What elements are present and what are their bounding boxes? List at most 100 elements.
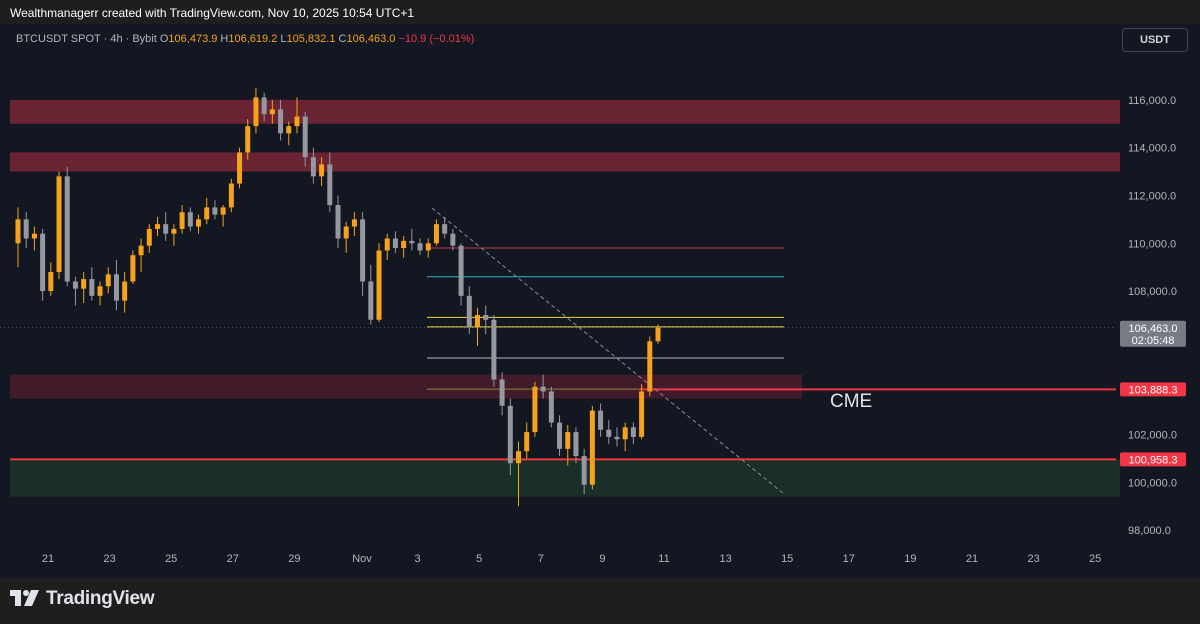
candle[interactable] xyxy=(466,286,472,335)
candle[interactable] xyxy=(122,271,128,313)
candle[interactable] xyxy=(40,228,46,301)
candle[interactable] xyxy=(483,305,489,335)
candle[interactable] xyxy=(31,226,37,251)
candle[interactable] xyxy=(647,336,653,397)
candle[interactable] xyxy=(540,374,546,399)
price-axis-label[interactable]: 103,888.3 xyxy=(1120,382,1186,397)
price-zone[interactable] xyxy=(10,459,1120,497)
close-value: 106,463.0 xyxy=(346,33,396,45)
candle[interactable] xyxy=(294,97,300,134)
candle[interactable] xyxy=(163,212,169,241)
candle[interactable] xyxy=(138,238,144,272)
candle[interactable] xyxy=(458,243,464,306)
candle[interactable] xyxy=(64,166,70,287)
candle[interactable] xyxy=(360,212,366,296)
candle[interactable] xyxy=(343,221,349,253)
candle[interactable] xyxy=(499,372,505,416)
trend-line[interactable] xyxy=(431,207,785,495)
candle[interactable] xyxy=(261,92,267,122)
candle-body xyxy=(146,228,152,246)
candle[interactable] xyxy=(154,216,160,237)
candle[interactable] xyxy=(639,384,645,440)
price-label-text: 103,888.3 xyxy=(1129,384,1178,396)
candle[interactable] xyxy=(425,238,431,258)
candle[interactable] xyxy=(97,281,103,306)
candle[interactable] xyxy=(409,228,415,251)
candle[interactable] xyxy=(48,262,54,296)
candle[interactable] xyxy=(614,427,620,447)
candle[interactable] xyxy=(81,271,87,304)
candle[interactable] xyxy=(113,260,119,311)
candle[interactable] xyxy=(245,118,251,160)
candle[interactable] xyxy=(212,200,218,220)
price-zone[interactable] xyxy=(10,374,802,399)
candle[interactable] xyxy=(286,121,292,146)
price-zone[interactable] xyxy=(10,152,1120,172)
candle[interactable] xyxy=(253,87,259,134)
currency-button[interactable]: USDT xyxy=(1122,28,1188,52)
candle[interactable] xyxy=(228,178,234,213)
candle[interactable] xyxy=(392,231,398,253)
candle[interactable] xyxy=(655,324,661,344)
candle[interactable] xyxy=(450,228,456,251)
candle[interactable] xyxy=(376,243,382,323)
candle[interactable] xyxy=(581,448,587,495)
candle[interactable] xyxy=(351,212,357,237)
candle[interactable] xyxy=(278,99,284,141)
candle[interactable] xyxy=(417,238,423,256)
x-tick-label: 19 xyxy=(904,553,916,565)
candle[interactable] xyxy=(171,224,177,246)
symbol-name[interactable]: BTCUSDT SPOT · 4h · Bybit xyxy=(16,33,157,45)
candle[interactable] xyxy=(319,157,325,186)
cme-annotation[interactable]: CME xyxy=(830,391,872,412)
candle[interactable] xyxy=(516,441,522,507)
candle[interactable] xyxy=(368,264,374,325)
candle[interactable] xyxy=(196,214,202,234)
candle[interactable] xyxy=(622,422,628,452)
candle[interactable] xyxy=(15,207,21,268)
candle[interactable] xyxy=(524,422,530,459)
chart-area[interactable]: 106,463.0 02:05:48 103,888.3 100,958.3 116,… xyxy=(0,24,1200,578)
candle[interactable] xyxy=(327,152,333,213)
candle[interactable] xyxy=(310,147,316,184)
candle-body xyxy=(327,164,333,206)
candle[interactable] xyxy=(56,171,62,280)
candle[interactable] xyxy=(89,267,95,301)
price-axis-label[interactable]: 100,958.3 xyxy=(1120,452,1186,467)
candle[interactable] xyxy=(105,267,111,294)
candle[interactable] xyxy=(269,99,275,124)
candle[interactable] xyxy=(507,398,513,476)
candle[interactable] xyxy=(565,424,571,466)
candle[interactable] xyxy=(474,307,480,347)
candle[interactable] xyxy=(630,422,636,445)
candle[interactable] xyxy=(384,233,390,260)
candle[interactable] xyxy=(220,205,226,227)
candle[interactable] xyxy=(401,236,407,258)
candle[interactable] xyxy=(573,427,579,464)
candle[interactable] xyxy=(146,224,152,253)
candle[interactable] xyxy=(187,207,193,232)
candle[interactable] xyxy=(204,197,210,225)
candle[interactable] xyxy=(130,250,136,284)
candle[interactable] xyxy=(237,147,243,189)
candle[interactable] xyxy=(179,205,185,234)
candle[interactable] xyxy=(606,420,612,445)
candle-body xyxy=(286,126,292,134)
candle[interactable] xyxy=(23,212,29,249)
price-axis-label[interactable]: 106,463.002:05:48 xyxy=(1120,320,1186,347)
candle[interactable] xyxy=(433,219,439,246)
candle[interactable] xyxy=(532,381,538,437)
candle[interactable] xyxy=(548,386,554,428)
tradingview-logo[interactable]: TradingView xyxy=(10,588,155,610)
candle[interactable] xyxy=(589,405,595,490)
candle[interactable] xyxy=(335,195,341,249)
candle[interactable] xyxy=(72,276,78,306)
candle[interactable] xyxy=(442,216,448,239)
candle[interactable] xyxy=(598,403,604,437)
candle[interactable] xyxy=(302,111,308,167)
candle-body xyxy=(589,410,595,485)
price-zone[interactable] xyxy=(10,99,1120,124)
candle[interactable] xyxy=(491,314,497,387)
candle[interactable] xyxy=(557,415,563,456)
